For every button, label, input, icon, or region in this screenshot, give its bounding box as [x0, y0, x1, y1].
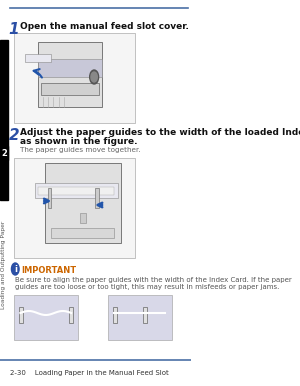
- Bar: [69, 307, 73, 323]
- Bar: [44, 163, 121, 243]
- Text: 2: 2: [9, 128, 19, 143]
- Bar: [14, 295, 78, 340]
- Bar: [14, 33, 135, 123]
- Bar: [19, 307, 23, 323]
- Bar: [38, 59, 102, 77]
- Text: as shown in the figure.: as shown in the figure.: [20, 137, 138, 146]
- Text: 2: 2: [1, 149, 7, 157]
- Bar: [51, 228, 115, 238]
- Bar: [0, 146, 8, 160]
- Circle shape: [90, 70, 99, 84]
- Bar: [41, 83, 99, 95]
- Text: IMPORTANT: IMPORTANT: [22, 266, 77, 275]
- Bar: [108, 295, 172, 340]
- Bar: [26, 54, 51, 62]
- Circle shape: [91, 72, 97, 82]
- Bar: [38, 187, 115, 195]
- Text: i: i: [14, 264, 17, 274]
- Bar: [80, 213, 86, 223]
- Text: Be sure to align the paper guides with the width of the Index Card. If the paper: Be sure to align the paper guides with t…: [15, 277, 292, 283]
- Text: Open the manual feed slot cover.: Open the manual feed slot cover.: [20, 22, 189, 31]
- Bar: [38, 42, 102, 107]
- Text: Adjust the paper guides to the width of the loaded Index Card: Adjust the paper guides to the width of …: [20, 128, 300, 137]
- Circle shape: [11, 263, 19, 275]
- Text: guides are too loose or too tight, this may result in misfeeds or paper jams.: guides are too loose or too tight, this …: [15, 284, 280, 290]
- Bar: [48, 188, 51, 208]
- Text: The paper guides move together.: The paper guides move together.: [20, 147, 141, 153]
- Text: Loading and Outputting Paper: Loading and Outputting Paper: [1, 221, 6, 309]
- Bar: [14, 158, 135, 258]
- Text: 1: 1: [9, 22, 19, 37]
- Bar: [95, 188, 99, 208]
- Bar: [113, 307, 117, 323]
- Text: 2-30    Loading Paper in the Manual Feed Slot: 2-30 Loading Paper in the Manual Feed Sl…: [10, 370, 168, 376]
- Bar: [0, 40, 8, 200]
- Bar: [143, 307, 147, 323]
- Bar: [35, 183, 118, 198]
